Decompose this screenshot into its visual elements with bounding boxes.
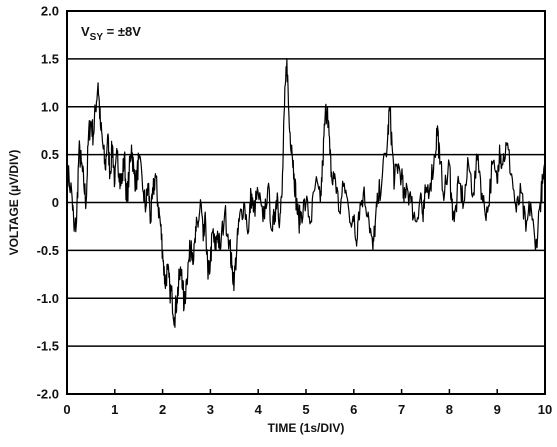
- y-tick-labels: 2.0 1.5 1.0 0.5 0 -0.5 -1.0 -1.5 -2.0: [37, 4, 59, 402]
- annotation-main: V: [81, 24, 90, 39]
- y-tick-label: -0.5: [37, 243, 59, 258]
- y-axis-label: VOLTAGE (µV/DIV): [7, 150, 21, 256]
- y-tick-label: -1.0: [37, 291, 59, 306]
- x-tick-label: 7: [398, 402, 405, 417]
- x-tick-label: 10: [538, 402, 552, 417]
- plot-frame: [66, 10, 546, 395]
- series-layer: [66, 58, 546, 328]
- y-tick-label: -2.0: [37, 387, 59, 402]
- supply-voltage-annotation: VSY = ±8V: [81, 24, 141, 43]
- x-tick-label: 3: [207, 402, 214, 417]
- x-tick-label: 0: [63, 402, 70, 417]
- annotation-subscript: SY: [90, 32, 104, 43]
- x-tick-label: 4: [255, 402, 263, 417]
- x-tick-label: 2: [159, 402, 166, 417]
- x-tick-label: 8: [446, 402, 453, 417]
- x-tick-label: 1: [111, 402, 118, 417]
- y-tick-label: -1.5: [37, 339, 59, 354]
- x-axis-label: TIME (1s/DIV): [268, 421, 345, 435]
- x-tick-label: 9: [494, 402, 501, 417]
- y-tick-label: 0.5: [41, 147, 59, 162]
- y-tick-label: 0: [52, 195, 59, 210]
- y-tick-label: 1.0: [41, 99, 59, 114]
- noise-trace-line: [66, 58, 546, 328]
- y-tick-label: 1.5: [41, 51, 59, 66]
- x-tick-labels: 0 1 2 3 4 5 6 7 8 9 10: [63, 402, 552, 417]
- annotation-rest: = ±8V: [103, 24, 141, 39]
- x-tick-label: 5: [302, 402, 309, 417]
- y-tick-label: 2.0: [41, 4, 59, 19]
- x-tick-label: 6: [350, 402, 357, 417]
